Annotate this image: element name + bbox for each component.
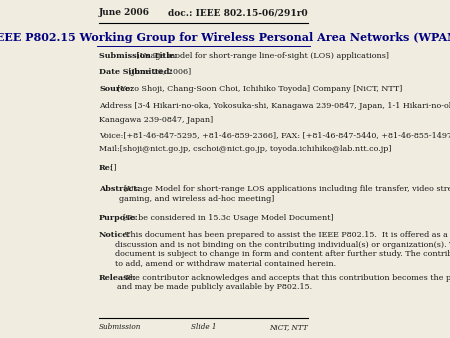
Text: [June 26, 2006]: [June 26, 2006] (126, 68, 191, 76)
Text: Voice:[+81-46-847-5295, +81-46-859-2366], FAX: [+81-46-847-5440, +81-46-855-1497: Voice:[+81-46-847-5295, +81-46-859-2366]… (99, 131, 450, 139)
Text: Purpose:: Purpose: (99, 214, 139, 222)
Text: Submission Title:: Submission Title: (99, 52, 177, 60)
Text: Source:: Source: (99, 85, 133, 93)
Text: [Usage Model for short-range LOS applications including file transfer, video str: [Usage Model for short-range LOS applica… (119, 186, 450, 202)
Text: Mail:[shoji@nict.go.jp, cschoi@nict.go.jp, toyoda.ichihiko@lab.ntt.co.jp]: Mail:[shoji@nict.go.jp, cschoi@nict.go.j… (99, 145, 392, 153)
Text: Slide 1: Slide 1 (191, 323, 216, 331)
Text: Re:: Re: (99, 164, 114, 172)
Text: [To be considered in 15.3c Usage Model Document]: [To be considered in 15.3c Usage Model D… (117, 214, 333, 222)
Text: June 2006: June 2006 (99, 8, 150, 17)
Text: This document has been prepared to assist the IEEE P802.15.  It is offered as a : This document has been prepared to assis… (115, 231, 450, 267)
Text: [Usage model for short-range line-of-sight (LOS) applications]: [Usage model for short-range line-of-sig… (134, 52, 388, 60)
Text: Project: IEEE P802.15 Working Group for Wireless Personal Area Networks (WPANs): Project: IEEE P802.15 Working Group for … (0, 31, 450, 43)
Text: []: [] (108, 164, 116, 172)
Text: The contributor acknowledges and accepts that this contribution becomes the prop: The contributor acknowledges and accepts… (117, 274, 450, 291)
Text: doc.: IEEE 802.15-06/291r0: doc.: IEEE 802.15-06/291r0 (168, 8, 308, 17)
Text: [Yozo Shoji, Chang-Soon Choi, Ichihiko Toyoda] Company [NiCT, NTT]: [Yozo Shoji, Chang-Soon Choi, Ichihiko T… (115, 85, 403, 93)
Text: Kanagawa 239-0847, Japan]: Kanagawa 239-0847, Japan] (99, 116, 213, 124)
Text: Submission: Submission (99, 323, 141, 331)
Text: Release:: Release: (99, 274, 137, 282)
Text: Notice:: Notice: (99, 231, 131, 239)
Text: Address [3-4 Hikari-no-oka, Yokosuka-shi, Kanagawa 239-0847, Japan, 1-1 Hikari-n: Address [3-4 Hikari-no-oka, Yokosuka-shi… (99, 102, 450, 110)
Text: Abstract:: Abstract: (99, 186, 140, 193)
Text: NiCT, NTT: NiCT, NTT (269, 323, 308, 331)
Text: Date Submitted:: Date Submitted: (99, 68, 172, 76)
